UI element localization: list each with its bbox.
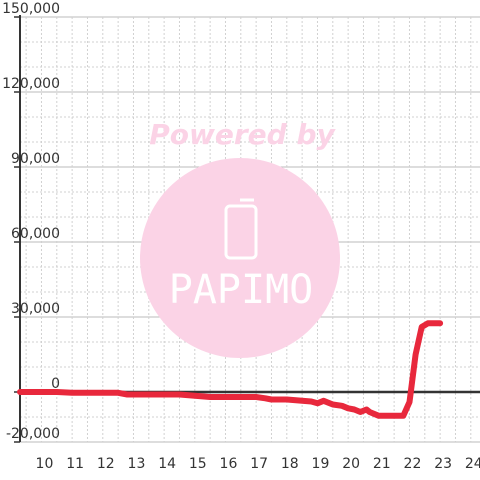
- tick-labels: 150,000 120,000 90,000 60,000 30,000 0 -20,000…: [2, 1, 480, 472]
- y-tick-label: 120,000: [2, 76, 60, 92]
- y-tick-label: 0: [51, 376, 60, 392]
- x-tick-label: 13: [128, 456, 146, 472]
- y-tick-label: 60,000: [11, 226, 60, 242]
- y-tick-label: 150,000: [2, 1, 60, 17]
- y-tick-label: 30,000: [11, 301, 60, 317]
- series-layer: [17, 320, 444, 419]
- y-tick-label: -20,000: [6, 426, 60, 442]
- watermark-powered-by: Powered by: [149, 118, 336, 151]
- series-line-0: [17, 320, 444, 419]
- x-tick-label: 19: [312, 456, 330, 472]
- x-tick-label: 12: [97, 456, 115, 472]
- x-tick-label: 18: [281, 456, 299, 472]
- x-tick-label: 23: [434, 456, 452, 472]
- phone-icon: [224, 198, 258, 260]
- x-tick-label: 16: [220, 456, 238, 472]
- x-tick-label: 22: [404, 456, 422, 472]
- watermark-brand: PAPIMO: [169, 267, 314, 313]
- x-tick-label: 20: [342, 456, 360, 472]
- x-tick-label: 11: [66, 456, 84, 472]
- y-tick-label: 90,000: [11, 151, 60, 167]
- x-tick-label: 14: [158, 456, 176, 472]
- x-tick-label: 10: [36, 456, 54, 472]
- x-tick-label: 21: [373, 456, 391, 472]
- x-tick-label: 15: [189, 456, 207, 472]
- x-tick-label: 24: [465, 456, 480, 472]
- papimo-watermark: Powered by PAPIMO: [140, 118, 340, 358]
- x-tick-label: 17: [250, 456, 268, 472]
